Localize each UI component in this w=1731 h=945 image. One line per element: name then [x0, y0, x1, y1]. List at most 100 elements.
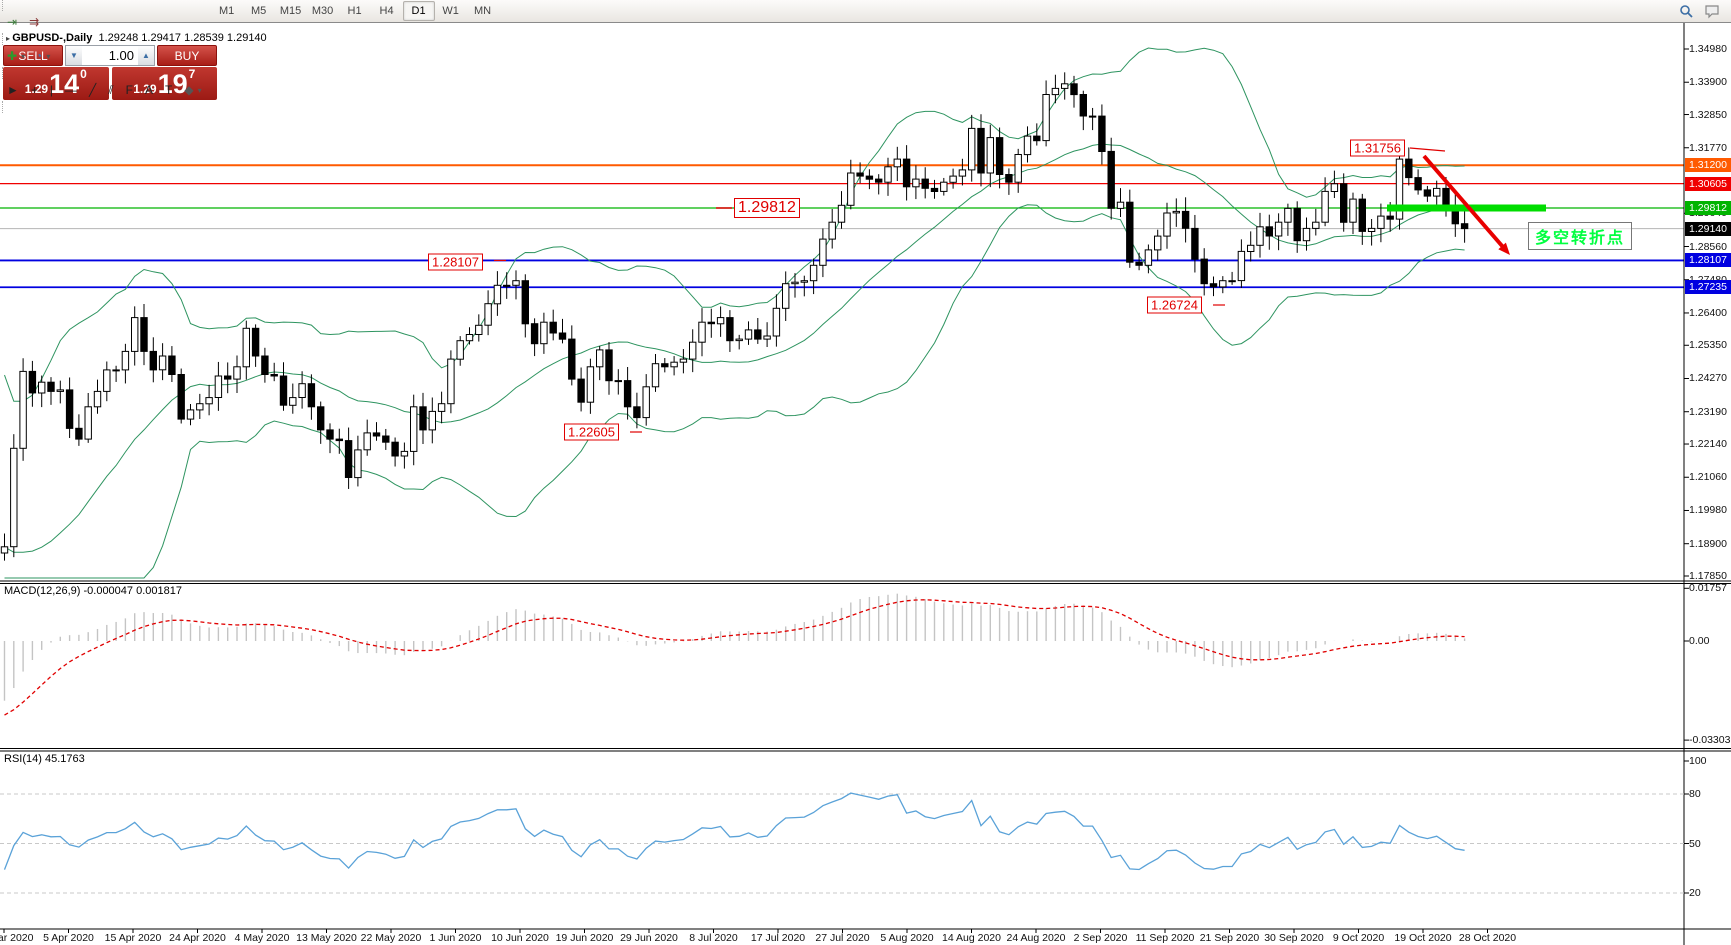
price-level-badge: 1.29812	[1685, 200, 1731, 215]
price-tick: 1.23190	[1689, 405, 1727, 418]
annotation-note[interactable]: 多空转折点	[1528, 222, 1633, 250]
timeframe-d1-button[interactable]: D1	[402, 1, 435, 21]
price-annotation-label[interactable]: 1.22605	[564, 423, 619, 441]
price-tick: 1.19980	[1689, 504, 1727, 517]
chart-shift-icon: ⇥	[7, 15, 18, 29]
chart-canvas[interactable]	[0, 22, 1731, 945]
date-tick: 21 Sep 2020	[1199, 932, 1260, 944]
timeframe-m15-button[interactable]: M15	[279, 5, 302, 17]
date-tick: 15 Apr 2020	[104, 932, 162, 944]
periods-dropdown-icon[interactable]: ▾	[46, 51, 51, 61]
date-tick: 30 Sep 2020	[1264, 932, 1324, 944]
sell-price-figure: 1.29	[24, 82, 49, 96]
price-tick: 1.33900	[1689, 76, 1727, 89]
price-annotation-label[interactable]: 1.28107	[428, 253, 483, 271]
toolbar-separator	[2, 33, 3, 45]
sell-button[interactable]: SELL	[3, 45, 63, 66]
collapse-icon[interactable]: ▸	[6, 34, 13, 43]
periods-button[interactable]: ◔ ▾	[31, 46, 54, 66]
price-annotation-label[interactable]: 1.31756	[1350, 139, 1405, 157]
date-tick: 17 Jul 2020	[750, 932, 806, 944]
price-level-badge: 1.27235	[1685, 280, 1731, 295]
shapes-tool-icon: ◆	[184, 83, 194, 97]
indicators-dropdown-icon[interactable]: ▾	[21, 51, 26, 61]
cursor-tool-button[interactable]: ►	[3, 80, 25, 100]
price-tick: 1.32850	[1689, 108, 1727, 121]
price-tick: 1.21060	[1689, 471, 1727, 484]
text-tool-button[interactable]: A	[141, 80, 159, 100]
toolbar-separator	[2, 0, 3, 11]
volume-up-icon[interactable]: ▲	[138, 46, 154, 65]
price-tick: 1.25350	[1689, 339, 1727, 352]
fibonacci-tool-button[interactable]: F	[122, 80, 139, 100]
vline-tool-button[interactable]: |	[46, 80, 59, 100]
price-tick: 1.26400	[1689, 306, 1727, 319]
chart-window[interactable]: ▸ GBPUSD-,Daily 1.29248 1.29417 1.28539 …	[0, 22, 1731, 945]
rsi-scale-tick: 100	[1689, 755, 1707, 767]
macd-scale-tick: 0.01757	[1689, 582, 1727, 595]
timeframe-m1-button[interactable]: M1	[218, 5, 235, 17]
timeframe-m5-button[interactable]: M5	[250, 5, 267, 17]
macd-scale-tick: -0.033037	[1689, 734, 1731, 747]
trendline-tool-icon: ╱	[89, 83, 97, 97]
date-tick: 22 May 2020	[360, 932, 422, 944]
volume-value[interactable]: 1.00	[108, 48, 134, 63]
timeframe-h4-button[interactable]: H4	[379, 5, 394, 17]
current-price-badge: 1.29140	[1685, 221, 1731, 236]
sell-price[interactable]: 1.29 14 0	[3, 67, 109, 100]
price-annotation-label[interactable]: 1.26724	[1147, 296, 1202, 314]
date-tick: 19 Jun 2020	[555, 932, 614, 944]
date-tick: 19 Oct 2020	[1394, 932, 1452, 944]
date-tick: 1 Jun 2020	[429, 932, 482, 944]
date-tick: 24 Apr 2020	[169, 932, 226, 944]
date-tick: 10 Jun 2020	[491, 932, 549, 944]
volume-stepper[interactable]: ▼ 1.00 ▲	[65, 45, 155, 66]
periods-icon: ◔	[35, 49, 43, 63]
auto-scroll-icon: ⇉	[29, 15, 40, 29]
price-level-badge: 1.28107	[1685, 253, 1731, 268]
one-click-trading-panel: SELL ▼ 1.00 ▲ BUY 1.29 14 0 1.29 19 7	[3, 45, 217, 100]
rsi-scale-tick: 20	[1689, 887, 1701, 899]
trendline-tool-button[interactable]: ╱	[85, 80, 102, 100]
timeframe-m30-button[interactable]: M30	[311, 5, 334, 17]
price-level-badge: 1.30605	[1685, 176, 1731, 191]
chart-shift-button[interactable]: ⇥	[3, 12, 23, 32]
timeframe-h1-button[interactable]: H1	[347, 5, 362, 17]
date-tick: 25 Mar 2020	[0, 932, 34, 944]
date-tick: 5 Aug 2020	[880, 932, 934, 944]
price-annotation-label[interactable]: 1.29812	[734, 198, 800, 218]
text-tool-icon: A	[144, 83, 153, 97]
price-tick: 1.34980	[1689, 43, 1727, 55]
channel-tool-button[interactable]: ⫽	[104, 80, 119, 100]
date-tick: 8 Jul 2020	[689, 932, 738, 944]
rsi-scale-tick: 80	[1689, 788, 1701, 800]
channel-tool-icon: ⫽	[108, 83, 114, 97]
timeframe-mn-button[interactable]: MN	[474, 5, 492, 17]
auto-scroll-button[interactable]: ⇉	[25, 12, 45, 32]
timeframe-w1-button[interactable]: W1	[442, 5, 459, 17]
crosshair-tool-button[interactable]: +	[27, 80, 44, 100]
price-tick: 1.28560	[1689, 240, 1727, 253]
indicators-button[interactable]: ✚ ▾	[3, 46, 29, 66]
buy-price[interactable]: 1.29 19 7	[111, 67, 217, 100]
date-tick: 14 Aug 2020	[942, 932, 1001, 944]
cursor-tool-icon: ►	[7, 83, 19, 97]
indicators-icon: ✚	[7, 49, 18, 63]
crosshair-tool-icon: +	[30, 83, 38, 97]
toolbar-separator	[2, 67, 3, 79]
vline-tool-icon: |	[49, 83, 54, 97]
date-tick: 9 Oct 2020	[1332, 932, 1385, 944]
shapes-tool-dropdown-icon[interactable]: ▾	[197, 85, 202, 95]
toolbar-separator	[2, 101, 3, 113]
shapes-tool-button[interactable]: ◆ ▾	[180, 80, 205, 100]
hline-tool-icon: —	[65, 83, 78, 97]
macd-scale-tick: 0.00	[1689, 635, 1710, 647]
volume-down-icon[interactable]: ▼	[66, 46, 82, 65]
label-tool-icon: T	[164, 83, 173, 97]
chat-icon[interactable]	[1700, 1, 1724, 21]
buy-button[interactable]: BUY	[157, 45, 217, 66]
label-tool-button[interactable]: T	[161, 80, 178, 100]
rsi-label: RSI(14) 45.1763	[4, 753, 85, 765]
hline-tool-button[interactable]: —	[61, 80, 83, 100]
search-icon[interactable]	[1675, 1, 1698, 21]
